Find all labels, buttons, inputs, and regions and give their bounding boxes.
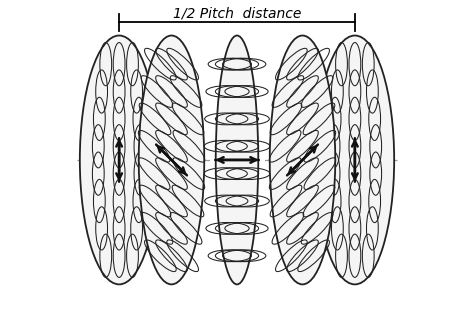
Ellipse shape	[316, 36, 394, 284]
Ellipse shape	[80, 36, 158, 284]
Ellipse shape	[270, 36, 335, 284]
Ellipse shape	[139, 36, 204, 284]
Ellipse shape	[216, 36, 258, 284]
Text: 1/2 Pitch  distance: 1/2 Pitch distance	[173, 7, 301, 21]
